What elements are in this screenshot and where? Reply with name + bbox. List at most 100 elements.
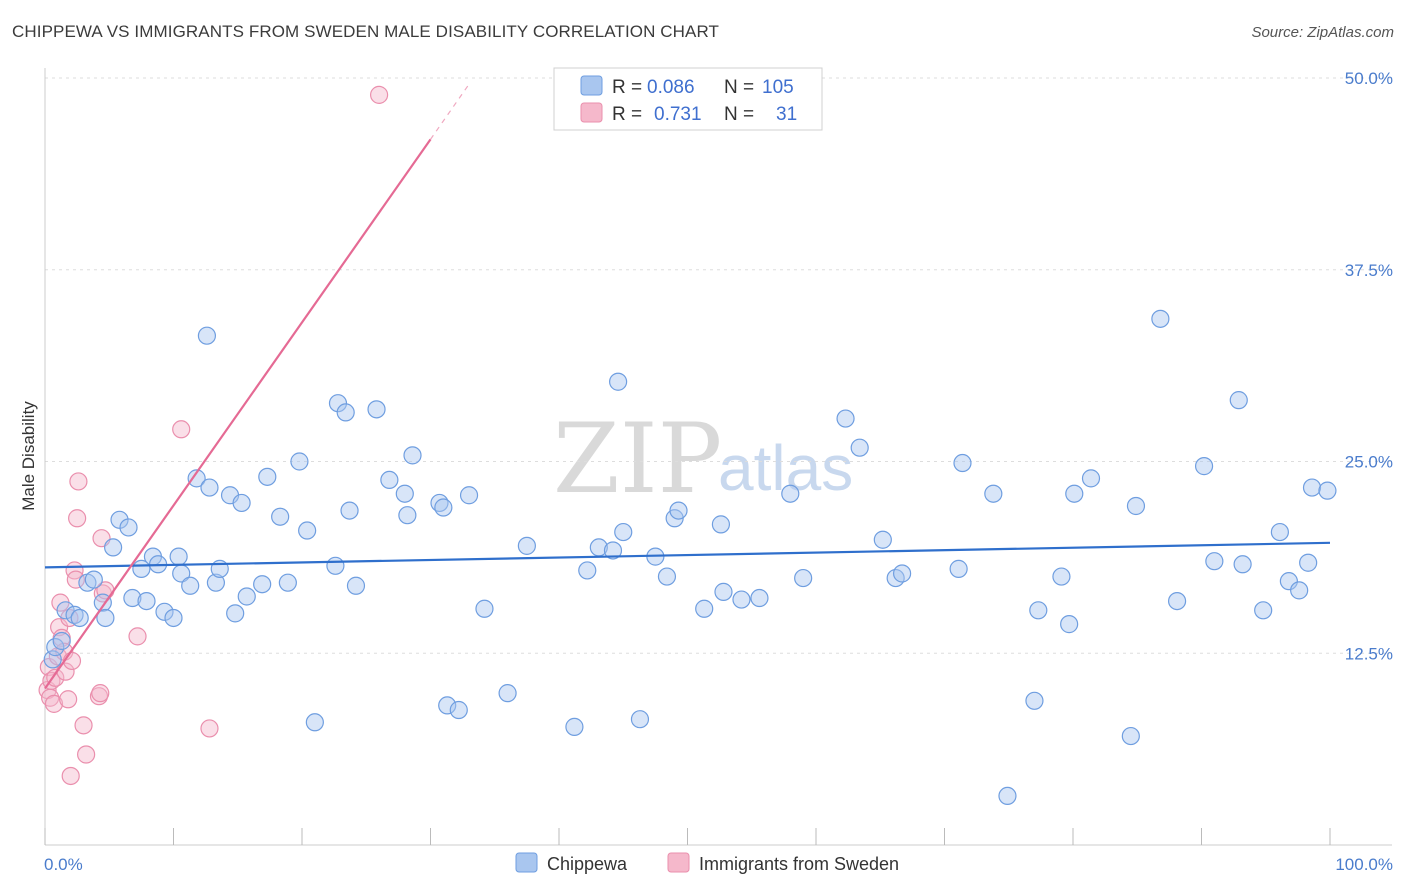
chippewa-point [998,786,1017,806]
chippewa-point [1270,522,1289,542]
chippewa-point [258,467,277,486]
chippewa-point [475,599,494,618]
chippewa-point [346,576,366,595]
chippewa-point [278,573,297,592]
sweden-point [66,570,85,589]
sweden-point [74,716,93,735]
legend-r-value-2: 0.731 [654,104,702,125]
chippewa-point [459,486,479,505]
sweden-point [59,690,78,709]
x-tick-label-min: 0.0% [44,855,83,874]
bottom-legend-sweden: Immigrants from Sweden [699,854,899,874]
chippewa-point [398,506,417,525]
chippewa-point [1081,469,1101,488]
chippewa-point [104,538,123,557]
sweden-point [91,684,110,703]
legend-swatch-sweden [580,102,603,123]
chippewa-point [953,453,972,473]
chippewa-point [949,559,968,578]
sweden-point [68,509,87,528]
chart-title: CHIPPEWA VS IMMIGRANTS FROM SWEDEN MALE … [12,22,720,41]
chippewa-point [565,717,584,736]
legend-r-label-2: R = [612,104,642,125]
legend-r-label-1: R = [612,77,642,98]
sweden-point [370,85,389,104]
source-label: Source: ZipAtlas.com [1251,24,1394,41]
chippewa-point [984,484,1003,503]
sweden-trend-line [44,138,432,690]
chippewa-point [669,501,688,520]
sweden-point [61,766,80,786]
legend-n-label-1: N = [724,77,754,98]
chippewa-point [65,605,84,625]
chippewa-point [1229,391,1248,410]
chippewa-point [123,588,142,608]
chippewa-point [305,713,324,732]
chippewa-point [438,696,457,715]
sweden-point [200,719,219,738]
y-tick-label: 12.5% [1345,644,1393,663]
chippewa-point [237,587,256,606]
chippewa-point [1126,496,1146,516]
axes [44,68,1392,846]
chippewa-point [1151,309,1170,328]
chippewa-point [169,547,188,566]
trend-lines [44,83,1331,690]
watermark-atlas: atlas [718,432,853,504]
chippewa-point [1254,601,1273,620]
chippewa-point [380,470,399,490]
chippewa-point [200,478,219,497]
chippewa-point [609,372,628,391]
sweden-point [62,651,82,671]
y-tick-label: 37.5% [1345,261,1393,280]
chippewa-point [781,484,800,503]
sweden-point [46,668,65,687]
chippewa-point [1279,572,1298,591]
chippewa-point [119,518,138,537]
chippewa-point [1065,484,1084,503]
chippewa-point [578,561,597,580]
watermark-zip: ZIP [553,403,722,515]
chippewa-point [340,501,359,520]
chippewa-point [164,608,183,628]
chippewa-point [1194,457,1214,476]
chippewa-point [498,684,517,703]
bottom-swatch-sweden [667,852,690,873]
chippewa-point [1318,481,1337,500]
chippewa-point [181,576,200,595]
sweden-point [50,618,69,637]
chippewa-point [84,570,103,589]
chippewa-point [326,556,345,575]
chippewa-point [1299,553,1318,572]
legend-n-value-2: 31 [776,104,797,125]
chippewa-point [1205,552,1224,571]
chippewa-point [395,484,414,503]
chippewa-point [290,452,309,471]
chippewa-point [517,536,536,555]
chippewa-point [96,608,115,628]
chippewa-point [732,590,751,609]
chippewa-point [70,608,89,628]
chippewa-point [253,575,272,594]
chippewa-point [603,541,623,560]
x-tick-labels: 0.0% 100.0% [44,855,1393,874]
legend-swatch-chippewa [580,75,603,96]
chippewa-point [403,446,422,465]
chippewa-point [52,631,71,651]
legend-r-value-1: 0.086 [647,77,695,98]
sweden-point [89,687,109,706]
chippewa-point [1025,691,1044,710]
chippewa-point [1060,615,1079,634]
legend-n-value-1: 105 [762,77,794,98]
sweden-point [44,694,64,713]
chippewa-point [56,601,75,620]
sweden-trend-extension [430,83,470,140]
chippewa-point [695,599,714,618]
chippewa-point [449,700,468,720]
sweden-point [69,472,88,491]
chippewa-point [794,568,813,588]
chippewa-point [226,604,245,623]
chippewa-point [298,521,317,540]
chippewa-point [836,409,855,428]
